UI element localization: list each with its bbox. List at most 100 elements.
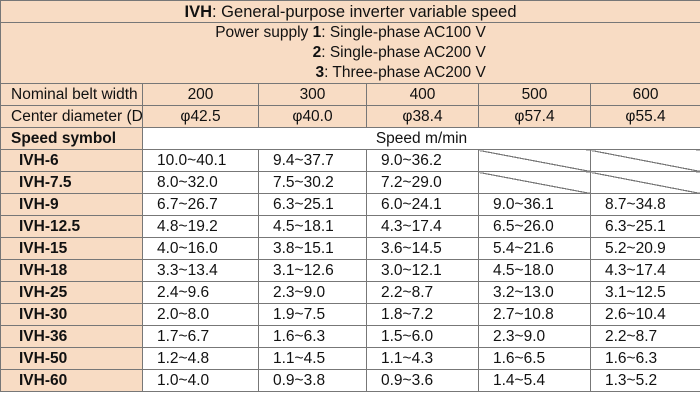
- speed-range-cell: 5.4~21.6: [478, 237, 591, 260]
- table-row: IVH-6 10.0~40.1 9.4~37.7 9.0~36.2: [0, 149, 700, 172]
- center-diameter-cell: φ38.4: [366, 105, 479, 128]
- speed-range-cell: 1.8~7.2: [366, 303, 479, 326]
- speed-range-cell: 1.6~6.3: [589, 347, 700, 370]
- speed-range-cell: 9.0~36.2: [366, 149, 479, 172]
- belt-width-cell: 600: [589, 83, 700, 106]
- table-row: IVH-50 1.2~4.8 1.1~4.5 1.1~4.3 1.6~6.5 1.6~6.…: [0, 347, 700, 370]
- speed-range-cell: 5.2~20.9: [589, 237, 700, 260]
- speed-symbol-cell: IVH-15: [0, 237, 143, 260]
- power-option-text: : Single-phase AC100 V: [321, 24, 486, 41]
- speed-range-cell: 10.0~40.1: [142, 149, 259, 172]
- speed-symbol-cell: IVH-60: [0, 369, 143, 392]
- speed-symbol-cell: IVH-12.5: [0, 215, 143, 238]
- speed-unit-header: Speed m/min: [141, 127, 700, 150]
- center-diameter-cell: φ40.0: [258, 105, 367, 128]
- speed-range-cell: 4.3~17.4: [366, 215, 479, 238]
- speed-symbol-cell: IVH-25: [0, 281, 143, 304]
- title-row: IVH: General-purpose inverter variable s…: [0, 0, 700, 23]
- speed-range-cell: 1.7~6.7: [142, 325, 259, 348]
- power-supply-block: Power supply 1: Single-phase AC100 V 2: …: [215, 24, 486, 83]
- not-available-cell: [589, 171, 700, 194]
- speed-symbol-cell: IVH-9: [0, 193, 143, 216]
- belt-width-cell: 200: [142, 83, 259, 106]
- speed-range-cell: 3.0~12.1: [366, 259, 479, 282]
- center-diameter-cell: φ55.4: [589, 105, 700, 128]
- speed-range-cell: 9.4~37.7: [258, 149, 367, 172]
- speed-range-cell: 8.0~32.0: [142, 171, 259, 194]
- power-option-num: 3: [315, 64, 325, 81]
- speed-range-cell: 4.3~17.4: [589, 259, 700, 282]
- speed-symbol-cell: IVH-18: [0, 259, 143, 282]
- speed-range-cell: 3.8~15.1: [258, 237, 367, 260]
- table-row: IVH-9 6.7~26.7 6.3~25.1 6.0~24.1 9.0~36.1 8.7…: [0, 193, 700, 216]
- not-available-cell: [478, 171, 591, 194]
- belt-width-cell: 500: [478, 83, 591, 106]
- speed-range-cell: 0.9~3.8: [258, 369, 367, 392]
- table-row: IVH-12.5 4.8~19.2 4.5~18.1 4.3~17.4 6.5~26.0…: [0, 215, 700, 238]
- speed-range-cell: 6.0~24.1: [366, 193, 479, 216]
- speed-range-cell: 1.6~6.3: [258, 325, 367, 348]
- speed-range-cell: 1.4~5.4: [478, 369, 591, 392]
- power-option-num: 2: [312, 44, 322, 61]
- speed-range-cell: 9.0~36.1: [478, 193, 591, 216]
- speed-range-cell: 6.7~26.7: [142, 193, 259, 216]
- center-diameter-label: Center diameter (D): [0, 105, 143, 128]
- table-row: IVH-36 1.7~6.7 1.6~6.3 1.5~6.0 2.3~9.0 2.2~8.…: [0, 325, 700, 348]
- speed-range-cell: 6.5~26.0: [478, 215, 591, 238]
- speed-symbol-cell: IVH-30: [0, 303, 143, 326]
- speed-range-cell: 8.7~34.8: [589, 193, 700, 216]
- speed-range-cell: 1.1~4.5: [258, 347, 367, 370]
- speed-range-cell: 1.9~7.5: [258, 303, 367, 326]
- speed-range-cell: 1.0~4.0: [142, 369, 259, 392]
- speed-range-cell: 7.5~30.2: [258, 171, 367, 194]
- power-option-text: : Three-phase AC200 V: [324, 64, 486, 81]
- speed-symbol-cell: IVH-6: [0, 149, 143, 172]
- belt-width-row: Nominal belt width 200 300 400 500 600: [0, 83, 700, 106]
- speed-range-cell: 3.2~13.0: [478, 281, 591, 304]
- speed-range-cell: 2.3~9.0: [258, 281, 367, 304]
- speed-range-cell: 4.0~16.0: [142, 237, 259, 260]
- speed-symbol-cell: IVH-50: [0, 347, 143, 370]
- speed-symbol-cell: IVH-36: [0, 325, 143, 348]
- speed-range-cell: 2.7~10.8: [478, 303, 591, 326]
- table-row: IVH-7.5 8.0~32.0 7.5~30.2 7.2~29.0: [0, 171, 700, 194]
- power-supply-cell: Power supply 1: Single-phase AC100 V 2: …: [0, 22, 700, 84]
- table-row: IVH-25 2.4~9.6 2.3~9.0 2.2~8.7 3.2~13.0 3.1~1…: [0, 281, 700, 304]
- center-diameter-cell: φ42.5: [142, 105, 259, 128]
- speed-range-cell: 7.2~29.0: [366, 171, 479, 194]
- center-diameter-row: Center diameter (D) φ42.5 φ40.0 φ38.4 φ5…: [0, 105, 700, 128]
- speed-spec-table: IVH: General-purpose inverter variable s…: [0, 0, 700, 392]
- power-supply-line-3: 3: Three-phase AC200 V: [215, 63, 486, 83]
- power-supply-row: Power supply 1: Single-phase AC100 V 2: …: [0, 22, 700, 84]
- speed-range-cell: 1.2~4.8: [142, 347, 259, 370]
- center-diameter-cell: φ57.4: [478, 105, 591, 128]
- power-option-num: 1: [312, 24, 322, 41]
- speed-range-cell: 2.6~10.4: [589, 303, 700, 326]
- table-title: IVH: General-purpose inverter variable s…: [0, 0, 700, 23]
- speed-range-cell: 0.9~3.6: [366, 369, 479, 392]
- speed-symbol-header: Speed symbol: [0, 127, 143, 150]
- speed-range-cell: 3.6~14.5: [366, 237, 479, 260]
- belt-width-cell: 300: [258, 83, 367, 106]
- not-available-cell: [478, 149, 591, 172]
- speed-range-cell: 2.3~9.0: [478, 325, 591, 348]
- speed-range-cell: 3.1~12.5: [589, 281, 700, 304]
- table-row: IVH-15 4.0~16.0 3.8~15.1 3.6~14.5 5.4~21.6 5.…: [0, 237, 700, 260]
- speed-range-cell: 3.3~13.4: [142, 259, 259, 282]
- speed-range-cell: 1.5~6.0: [366, 325, 479, 348]
- speed-range-cell: 2.2~8.7: [366, 281, 479, 304]
- speed-range-cell: 4.5~18.1: [258, 215, 367, 238]
- table-row: IVH-60 1.0~4.0 0.9~3.8 0.9~3.6 1.4~5.4 1.3~5.…: [0, 369, 700, 392]
- table-row: IVH-18 3.3~13.4 3.1~12.6 3.0~12.1 4.5~18.0 4.…: [0, 259, 700, 282]
- speed-range-cell: 2.0~8.0: [142, 303, 259, 326]
- title-text: : General-purpose inverter variable spee…: [212, 2, 517, 21]
- power-supply-line-2: 2: Single-phase AC200 V: [215, 43, 486, 63]
- speed-range-cell: 4.8~19.2: [142, 215, 259, 238]
- speed-range-cell: 1.6~6.5: [478, 347, 591, 370]
- speed-range-cell: 1.3~5.2: [589, 369, 700, 392]
- speed-range-cell: 6.3~25.1: [258, 193, 367, 216]
- power-option-text: : Single-phase AC200 V: [321, 44, 486, 61]
- speed-range-cell: 2.2~8.7: [589, 325, 700, 348]
- table-row: IVH-30 2.0~8.0 1.9~7.5 1.8~7.2 2.7~10.8 2.6~1…: [0, 303, 700, 326]
- not-available-cell: [589, 149, 700, 172]
